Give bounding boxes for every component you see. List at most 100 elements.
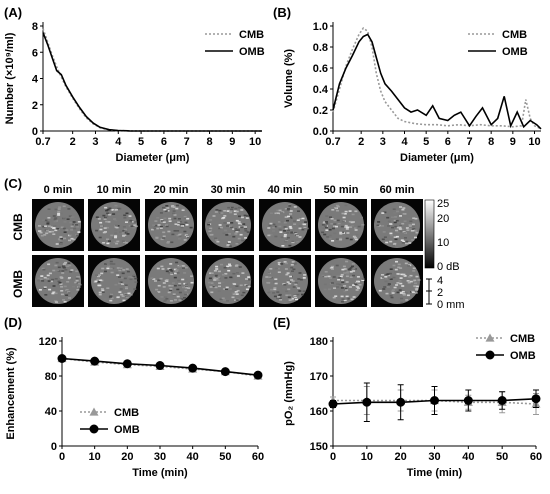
speckle — [407, 218, 411, 220]
speckle — [387, 277, 391, 280]
speckle — [295, 298, 298, 301]
speckle — [63, 262, 67, 265]
speckle — [286, 208, 290, 211]
speckle — [77, 286, 81, 288]
speckle — [334, 295, 338, 297]
y-tick-label: 0.0 — [313, 126, 328, 138]
speckle — [336, 275, 340, 277]
speckle — [386, 286, 390, 288]
speckle — [291, 297, 295, 300]
speckle — [165, 205, 169, 207]
speckle — [236, 229, 240, 231]
speckle — [104, 263, 107, 265]
speckle — [73, 211, 77, 214]
speckle — [232, 272, 236, 275]
speckle — [218, 227, 222, 230]
speckle — [345, 237, 349, 240]
speckle — [98, 279, 102, 281]
speckle — [118, 269, 122, 272]
speckle — [395, 260, 398, 263]
speckle — [215, 239, 219, 241]
speckle — [60, 286, 64, 288]
speckle — [111, 292, 115, 294]
speckle — [223, 215, 227, 217]
speckle — [119, 288, 123, 290]
speckle — [226, 210, 230, 212]
speckle — [290, 264, 294, 266]
speckle — [52, 233, 56, 235]
speckle — [227, 222, 230, 224]
speckle — [405, 227, 409, 229]
speckle — [268, 224, 272, 227]
speckle — [215, 268, 219, 270]
speckle — [245, 284, 249, 287]
speckle — [62, 265, 66, 267]
speckle — [399, 206, 402, 208]
speckle — [278, 294, 282, 297]
data-point-omb — [497, 396, 507, 405]
speckle — [326, 230, 330, 233]
speckle — [216, 279, 220, 281]
x-tick-label: 10 — [528, 136, 540, 148]
speckle — [126, 270, 130, 273]
speckle — [219, 226, 223, 229]
speckle — [283, 234, 287, 236]
x-tick-label: 10 — [89, 451, 101, 463]
speckle — [354, 283, 358, 285]
speckle — [66, 281, 70, 283]
speckle — [226, 244, 230, 247]
speckle — [294, 283, 298, 286]
speckle — [323, 288, 327, 291]
speckle — [132, 227, 136, 229]
speckle — [399, 215, 402, 217]
speckle — [235, 272, 239, 274]
speckle — [293, 206, 297, 208]
chart-a: 0.7 2 3 4 5 6 7 8 9 10 0 2 4 6 8 Diameter (μm) Number (×… — [4, 21, 265, 164]
speckle — [124, 242, 128, 244]
speckle — [223, 299, 226, 301]
speckle — [292, 286, 296, 288]
speckle — [153, 227, 157, 230]
speckle — [390, 296, 394, 299]
speckle — [47, 280, 51, 282]
speckle — [39, 278, 43, 281]
speckle — [390, 234, 394, 237]
y-tick-label: 120 — [39, 336, 57, 348]
speckle — [116, 267, 120, 269]
speckle — [278, 297, 282, 300]
speckle — [325, 215, 329, 217]
speckle — [39, 231, 43, 234]
speckle — [156, 217, 160, 219]
speckle — [70, 269, 74, 271]
speckle — [57, 263, 61, 266]
speckle — [42, 268, 46, 271]
speckle — [67, 262, 71, 264]
speckle — [102, 231, 106, 234]
speckle — [399, 224, 402, 227]
speckle — [55, 301, 58, 303]
speckle — [277, 261, 281, 264]
speckle — [108, 240, 111, 242]
speckle — [381, 276, 385, 279]
tile-disc — [148, 202, 194, 248]
speckle — [235, 299, 239, 301]
speckle — [239, 284, 243, 287]
speckle — [337, 278, 341, 281]
speckle — [269, 268, 273, 270]
speckle — [208, 281, 211, 284]
speckle — [121, 240, 125, 242]
speckle — [414, 229, 418, 231]
legend-label-cmb: CMB — [510, 333, 535, 345]
speckle — [269, 212, 273, 215]
speckle — [283, 261, 287, 263]
speckle — [396, 226, 400, 229]
speckle — [109, 263, 113, 265]
speckle — [276, 209, 280, 212]
speckle — [354, 238, 358, 241]
speckle — [122, 233, 126, 236]
speckle — [128, 276, 132, 278]
speckle — [47, 263, 51, 266]
speckle — [110, 297, 114, 300]
speckle — [392, 276, 396, 279]
legend-marker-omb — [485, 350, 495, 360]
